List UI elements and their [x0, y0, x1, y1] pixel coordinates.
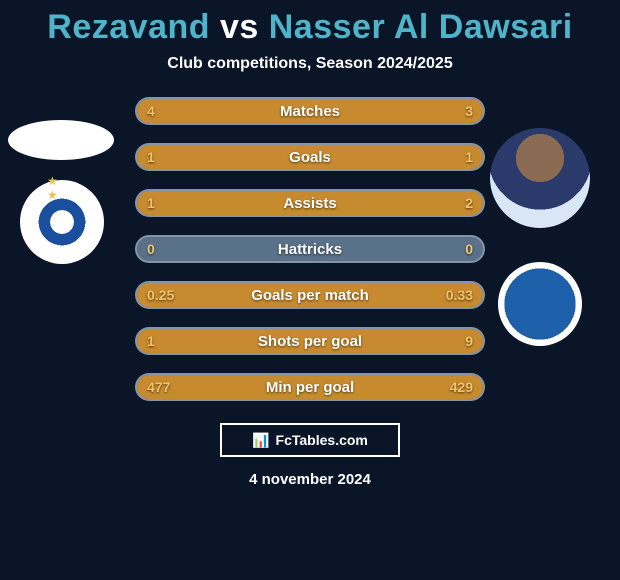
stat-fill-right	[334, 99, 483, 123]
stat-label: Shots per goal	[258, 333, 362, 350]
stat-label: Goals per match	[251, 287, 369, 304]
player1-club-logo	[20, 180, 104, 264]
stat-value-right: 1	[465, 149, 473, 165]
stat-row: 477 429 Min per goal	[135, 373, 485, 401]
stat-value-left: 0	[147, 241, 155, 257]
player2-club-logo	[498, 262, 582, 346]
stat-label: Hattricks	[278, 241, 342, 258]
stat-value-right: 0.33	[446, 287, 473, 303]
stat-label: Min per goal	[266, 379, 354, 396]
date-label: 4 november 2024	[0, 471, 620, 488]
stat-row: 0 0 Hattricks	[135, 235, 485, 263]
stat-value-left: 1	[147, 333, 155, 349]
stat-label: Goals	[289, 149, 331, 166]
stat-row: 1 1 Goals	[135, 143, 485, 171]
player2-avatar	[490, 128, 590, 228]
subtitle: Club competitions, Season 2024/2025	[0, 55, 620, 73]
chart-icon: 📊	[252, 433, 269, 447]
stat-label: Matches	[280, 103, 340, 120]
brand-text: FcTables.com	[276, 432, 368, 448]
title-vs: vs	[220, 8, 259, 46]
stat-fill-right	[310, 145, 483, 169]
stat-fill-left	[137, 145, 310, 169]
brand-badge[interactable]: 📊 FcTables.com	[220, 423, 400, 457]
stat-label: Assists	[283, 195, 336, 212]
stat-value-right: 3	[465, 103, 473, 119]
stat-value-right: 0	[465, 241, 473, 257]
stat-row: 4 3 Matches	[135, 97, 485, 125]
title-player2: Nasser Al Dawsari	[269, 8, 573, 46]
stat-value-left: 477	[147, 379, 170, 395]
player1-avatar	[8, 120, 114, 160]
stat-row: 1 9 Shots per goal	[135, 327, 485, 355]
stat-value-left: 1	[147, 195, 155, 211]
stats-table: 4 3 Matches 1 1 Goals 1 2 Assists 0 0 Hattricks 0.25…	[135, 97, 485, 401]
page-title: Rezavand vs Nasser Al Dawsari	[0, 0, 620, 47]
club-logo-inner	[32, 192, 92, 252]
stat-row: 1 2 Assists	[135, 189, 485, 217]
stat-value-right: 429	[450, 379, 473, 395]
stat-value-left: 0.25	[147, 287, 174, 303]
stat-value-right: 9	[465, 333, 473, 349]
stat-row: 0.25 0.33 Goals per match	[135, 281, 485, 309]
stat-value-right: 2	[465, 195, 473, 211]
stat-value-left: 1	[147, 149, 155, 165]
stat-value-left: 4	[147, 103, 155, 119]
title-player1: Rezavand	[47, 8, 210, 46]
